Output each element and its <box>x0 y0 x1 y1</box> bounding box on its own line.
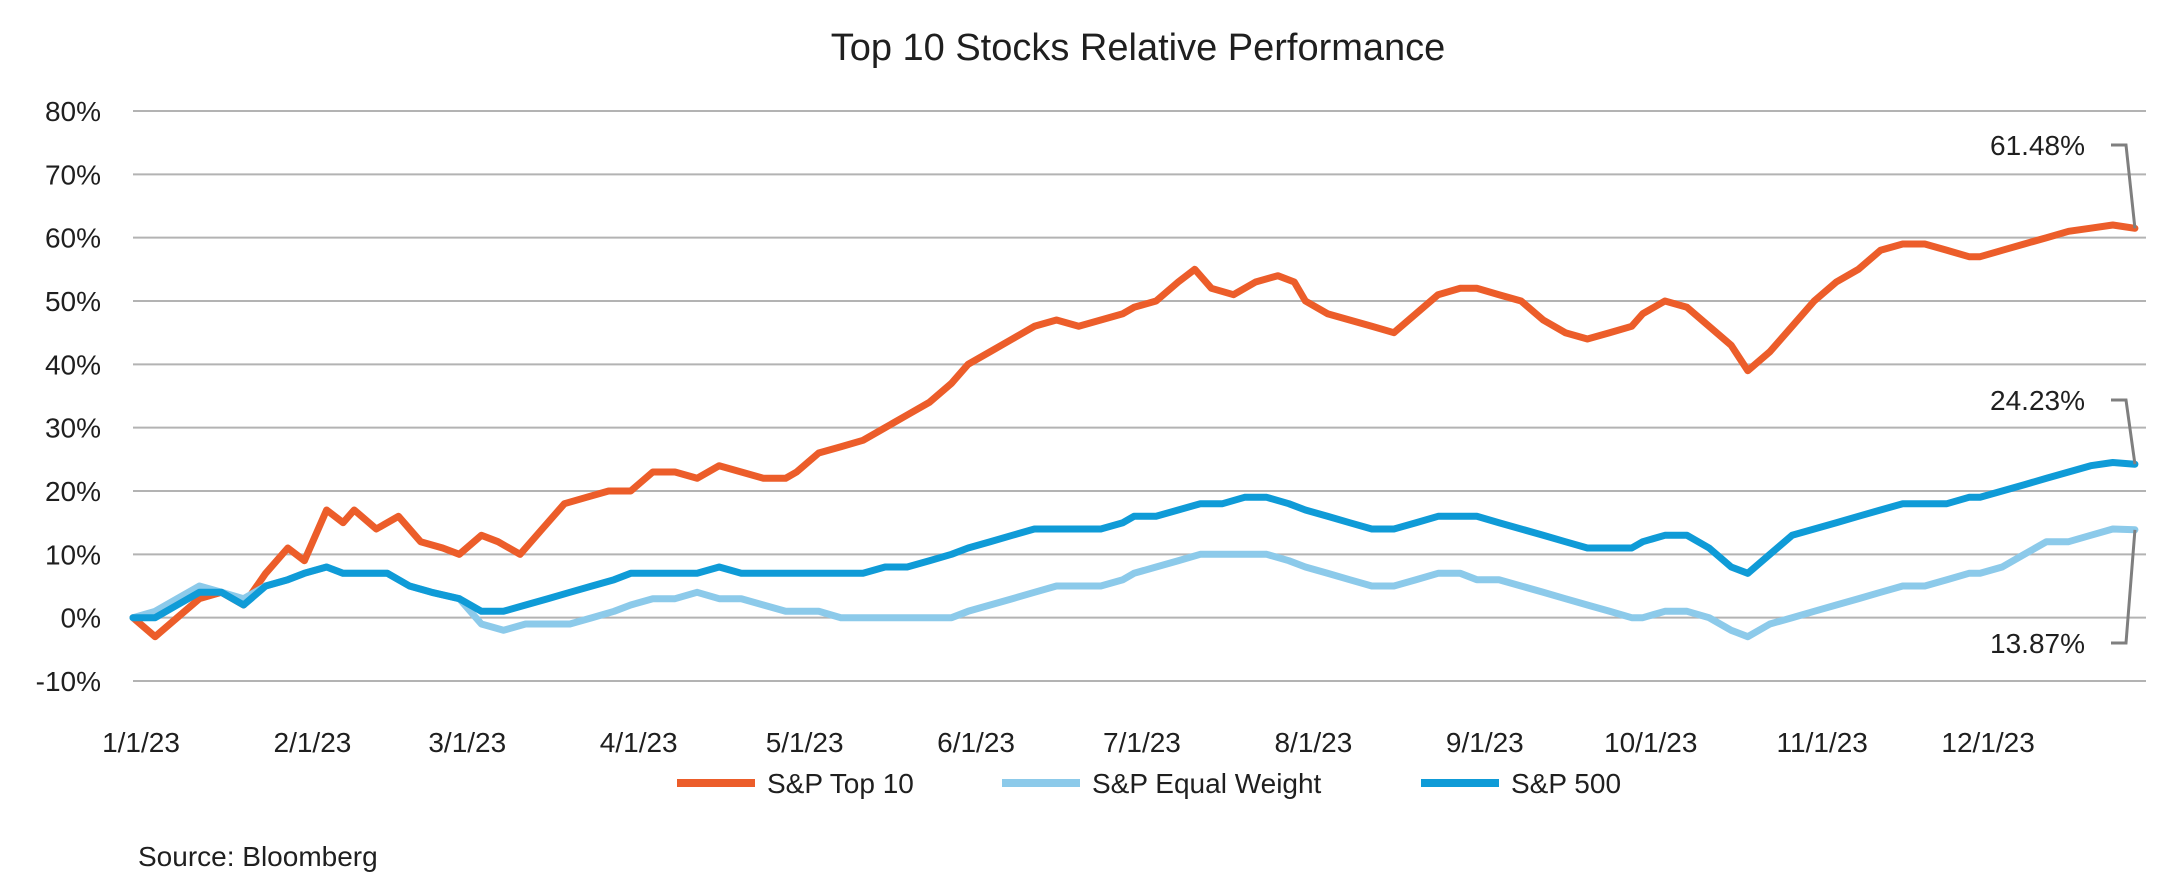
x-axis-tick-labels: 1/1/23 2/1/23 3/1/23 4/1/23 5/1/23 6/1/23 7/1/… <box>102 727 2035 758</box>
end-value-label: 61.48% <box>1990 130 2085 161</box>
x-tick-label: 6/1/23 <box>937 727 1015 758</box>
series-line-sp-equal-weight <box>129 525 2139 641</box>
x-tick-label: 9/1/23 <box>1446 727 1524 758</box>
legend-label: S&P 500 <box>1511 768 1621 799</box>
series-line-sp-top-10 <box>129 221 2139 641</box>
x-tick-label: 1/1/23 <box>102 727 180 758</box>
callout-line <box>2111 143 2137 229</box>
y-tick-label: 20% <box>45 476 101 507</box>
legend-label: S&P Top 10 <box>767 768 914 799</box>
x-tick-label: 4/1/23 <box>600 727 678 758</box>
end-value-callouts: 61.48% 24.23% 13.87% <box>1990 130 2137 659</box>
end-value-label: 13.87% <box>1990 628 2085 659</box>
gridlines <box>133 110 2146 682</box>
end-value-label: 24.23% <box>1990 385 2085 416</box>
y-tick-label: 40% <box>45 349 101 380</box>
legend: S&P Top 10 S&P Equal Weight S&P 500 <box>677 768 1621 799</box>
y-tick-label: 10% <box>45 539 101 570</box>
source-note: Source: Bloomberg <box>138 841 378 872</box>
callout-line <box>2111 529 2137 645</box>
y-tick-label: 70% <box>45 159 101 190</box>
x-tick-label: 2/1/23 <box>274 727 352 758</box>
y-tick-label: 30% <box>45 413 101 444</box>
x-tick-label: 5/1/23 <box>766 727 844 758</box>
x-tick-label: 11/1/23 <box>1777 727 1868 758</box>
y-axis-tick-labels: 80% 70% 60% 50% 40% 30% 20% 10% 0% -10% <box>36 96 101 697</box>
callout-line <box>2111 398 2137 465</box>
x-tick-label: 8/1/23 <box>1274 727 1352 758</box>
y-tick-label: 50% <box>45 286 101 317</box>
legend-label: S&P Equal Weight <box>1092 768 1322 799</box>
series-lines <box>129 221 2139 641</box>
y-tick-label: -10% <box>36 666 101 697</box>
legend-item-sp-equal-weight: S&P Equal Weight <box>1002 768 1322 799</box>
y-tick-label: 80% <box>45 96 101 127</box>
x-tick-label: 7/1/23 <box>1103 727 1181 758</box>
y-tick-label: 0% <box>61 603 101 634</box>
legend-item-sp-top-10: S&P Top 10 <box>677 768 914 799</box>
y-tick-label: 60% <box>45 223 101 254</box>
series-line-sp-500 <box>129 459 2139 622</box>
x-tick-label: 10/1/23 <box>1604 727 1697 758</box>
chart-title: Top 10 Stocks Relative Performance <box>831 27 1446 69</box>
legend-item-sp-500: S&P 500 <box>1421 768 1621 799</box>
x-tick-label: 12/1/23 <box>1941 727 2034 758</box>
x-tick-label: 3/1/23 <box>428 727 506 758</box>
